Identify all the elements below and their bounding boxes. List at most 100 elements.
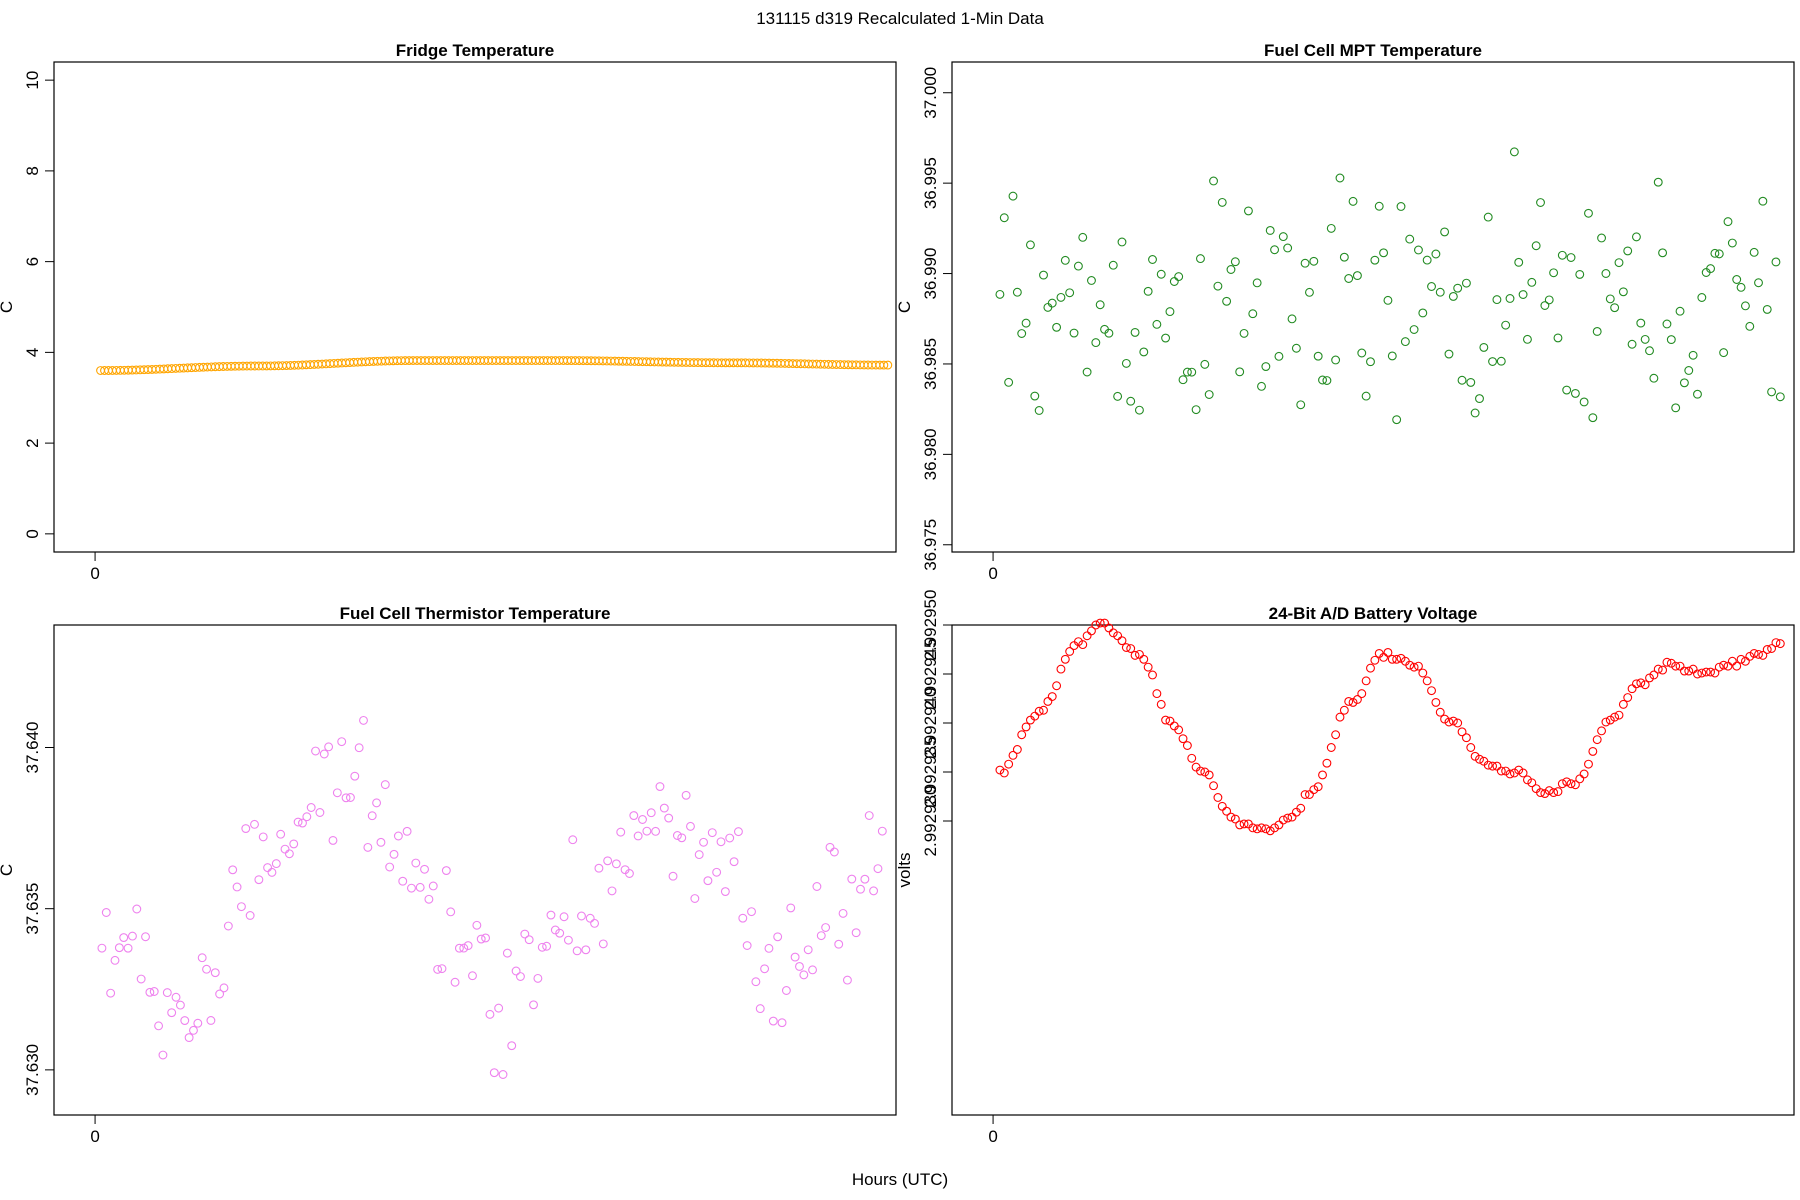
mpt-temperature-data-point	[1161, 333, 1171, 343]
mpt-temperature-data-point	[1470, 408, 1480, 418]
thermistor-temperature-data-point	[136, 974, 146, 984]
thermistor-temperature-data-point	[864, 811, 874, 820]
battery-voltage-data-point	[1274, 820, 1284, 830]
battery-voltage-data-point	[1636, 678, 1646, 688]
battery-voltage-data-point	[1522, 775, 1532, 785]
battery-voltage-y-tick-label: 2.992930	[921, 786, 940, 857]
thermistor-temperature-y-tick-label: 37.630	[23, 1044, 42, 1096]
battery-voltage-data-point	[1270, 823, 1280, 833]
thermistor-temperature-points	[97, 715, 887, 1079]
mpt-temperature-data-point	[1623, 246, 1633, 256]
battery-voltage-data-point	[1719, 660, 1729, 670]
thermistor-temperature-data-point	[720, 887, 730, 897]
mpt-temperature-data-point	[1196, 254, 1205, 264]
mpt-temperature-data-point	[1126, 396, 1136, 406]
mpt-temperature-data-point	[1522, 334, 1532, 344]
battery-voltage-data-point	[1305, 790, 1314, 799]
thermistor-temperature-data-point	[638, 815, 647, 824]
panel-fuel-cell-mpt-temperature: Fuel Cell MPT Temperature 0 36.975 36.980 36…	[895, 41, 1795, 583]
thermistor-temperature-data-point	[768, 1016, 778, 1026]
battery-voltage-data-point	[1684, 666, 1694, 676]
battery-voltage-data-point	[1174, 725, 1184, 735]
mpt-temperature-data-point	[1675, 306, 1685, 316]
battery-voltage-data-point	[1505, 769, 1515, 779]
thermistor-temperature-data-point	[363, 842, 373, 852]
battery-voltage-data-point	[1200, 767, 1210, 777]
thermistor-temperature-data-point	[345, 793, 355, 802]
thermistor-temperature-data-point	[389, 849, 399, 859]
battery-voltage-data-point	[1584, 759, 1593, 769]
thermistor-temperature-data-point	[145, 987, 155, 997]
mpt-temperature-data-point	[1461, 278, 1471, 288]
battery-voltage-data-point	[1387, 654, 1397, 664]
mpt-temperature-data-point	[1348, 196, 1358, 206]
thermistor-temperature-data-point	[215, 989, 225, 999]
thermistor-temperature-data-point	[263, 863, 273, 873]
thermistor-temperature-data-point	[450, 977, 460, 987]
mpt-temperature-data-point	[1030, 391, 1040, 401]
battery-voltage-data-point	[1257, 823, 1266, 833]
thermistor-temperature-data-point	[219, 983, 229, 993]
mpt-temperature-data-point	[1204, 390, 1214, 399]
mpt-temperature-data-point	[1544, 295, 1554, 305]
battery-voltage-data-point	[1536, 788, 1545, 798]
thermistor-temperature-data-point	[825, 842, 835, 852]
thermistor-temperature-data-point	[359, 715, 368, 725]
thermistor-temperature-data-point	[328, 835, 338, 845]
mpt-temperature-data-point	[1662, 319, 1672, 329]
thermistor-temperature-data-point	[498, 1070, 508, 1079]
thermistor-temperature-data-point	[790, 952, 800, 962]
thermistor-temperature-data-point	[690, 894, 700, 903]
battery-voltage-data-point	[1113, 631, 1123, 641]
battery-voltage-data-point	[1361, 676, 1371, 686]
mpt-temperature-points	[995, 147, 1785, 425]
thermistor-temperature-data-point	[598, 939, 608, 949]
thermistor-temperature-data-point	[659, 803, 669, 813]
thermistor-temperature-data-point	[816, 931, 826, 941]
battery-voltage-data-point	[1239, 819, 1249, 829]
battery-voltage-data-point	[1318, 770, 1327, 780]
thermistor-temperature-data-point	[202, 964, 212, 974]
thermistor-temperature-data-point	[555, 928, 565, 938]
thermistor-temperature-data-point	[856, 884, 865, 894]
thermistor-temperature-data-point	[703, 876, 713, 886]
mpt-temperature-data-point	[1374, 201, 1384, 211]
thermistor-temperature-data-point	[306, 803, 316, 812]
mpt-temperature-data-point	[1693, 389, 1702, 399]
mpt-temperature-data-point	[1588, 413, 1598, 423]
mpt-temperature-data-point	[1732, 275, 1742, 284]
mpt-temperature-data-point	[1073, 261, 1083, 271]
battery-voltage-data-point	[1409, 662, 1419, 672]
thermistor-temperature-data-point	[668, 871, 678, 881]
mpt-temperature-data-point	[1440, 227, 1450, 237]
battery-voltage-data-point	[1540, 789, 1550, 799]
battery-voltage-data-point	[1121, 643, 1131, 652]
thermistor-temperature-data-point	[407, 883, 416, 893]
battery-voltage-data-point	[1501, 766, 1511, 776]
thermistor-temperature-data-point	[681, 790, 691, 800]
mpt-temperature-data-point	[1697, 293, 1707, 302]
thermistor-temperature-data-point	[158, 1050, 168, 1060]
battery-voltage-data-point	[1775, 639, 1785, 649]
battery-voltage-data-point	[1309, 785, 1319, 795]
thermistor-temperature-data-point	[298, 818, 307, 828]
battery-voltage-data-point	[1601, 717, 1611, 727]
mpt-temperature-data-point	[1658, 248, 1668, 258]
mpt-temperature-data-point	[1505, 294, 1515, 303]
battery-voltage-ylabel: volts	[895, 853, 914, 888]
thermistor-temperature-data-point	[380, 780, 390, 790]
fridge-temperature-title: Fridge Temperature	[396, 41, 554, 60]
battery-voltage-data-point	[1322, 758, 1332, 768]
fridge-temperature-points	[96, 356, 893, 375]
battery-voltage-data-point	[1679, 666, 1689, 676]
mpt-temperature-data-point	[1666, 335, 1676, 345]
fridge-temperature-data-point	[879, 360, 889, 370]
mpt-temperature-data-point	[1252, 278, 1262, 288]
thermistor-temperature-data-point	[468, 971, 477, 981]
panel-battery-voltage: 24-Bit A/D Battery Voltage02.9929302.992…	[895, 590, 1795, 1146]
battery-voltage-data-point	[1605, 715, 1615, 725]
battery-voltage-data-point	[1422, 676, 1432, 686]
mpt-temperature-data-point	[1758, 196, 1768, 206]
thermistor-temperature-data-point	[699, 837, 709, 847]
thermistor-temperature-data-point	[106, 988, 116, 998]
